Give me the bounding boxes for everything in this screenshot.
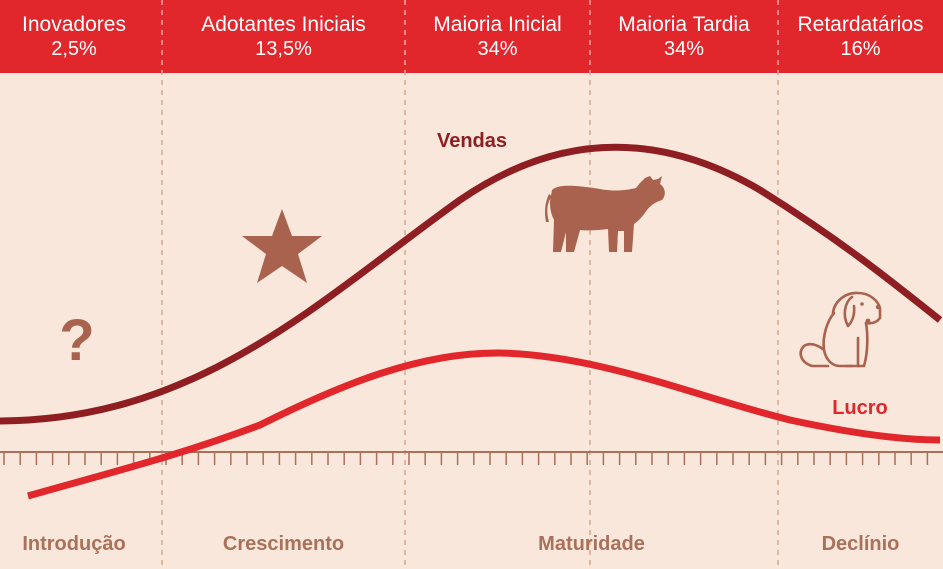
segment-innovators: Inovadores 2,5% [0,0,148,73]
segment-late-majority: Maioria Tardia 34% [590,0,778,73]
segment-percent: 34% [663,38,705,61]
question-icon: ? [59,308,94,373]
star-icon [242,209,322,283]
segment-title: Maioria Tardia [618,12,750,36]
header-dividers [161,0,779,73]
adopter-categories-header: Inovadores 2,5% Adotantes Iniciais 13,5%… [0,0,943,73]
profit-curve-label: Lucro [832,397,888,419]
phase-maturity: Maturidade [538,532,645,555]
segment-title: Adotantes Iniciais [201,12,366,36]
segment-percent: 13,5% [255,38,312,61]
segment-title: Retardatários [797,12,924,36]
sales-curve-label: Vendas [437,130,507,152]
profit-curve [27,349,941,500]
sales-curve [0,143,943,425]
segment-percent: 34% [477,38,518,61]
segment-early-majority: Maioria Inicial 34% [405,0,590,73]
phase-introduction: Introdução [22,532,126,555]
cow-icon [545,176,665,252]
phase-growth: Crescimento [222,532,345,555]
segment-title: Maioria Inicial [433,12,562,36]
dog-icon [799,291,882,368]
segment-laggards: Retardatários 16% [778,0,943,73]
segment-percent: 2,5% [51,38,97,61]
segment-early-adopters: Adotantes Iniciais 13,5% [162,0,405,73]
phase-decline: Declínio [821,532,900,555]
segment-percent: 16% [840,38,881,61]
segment-title: Inovadores [22,12,126,36]
